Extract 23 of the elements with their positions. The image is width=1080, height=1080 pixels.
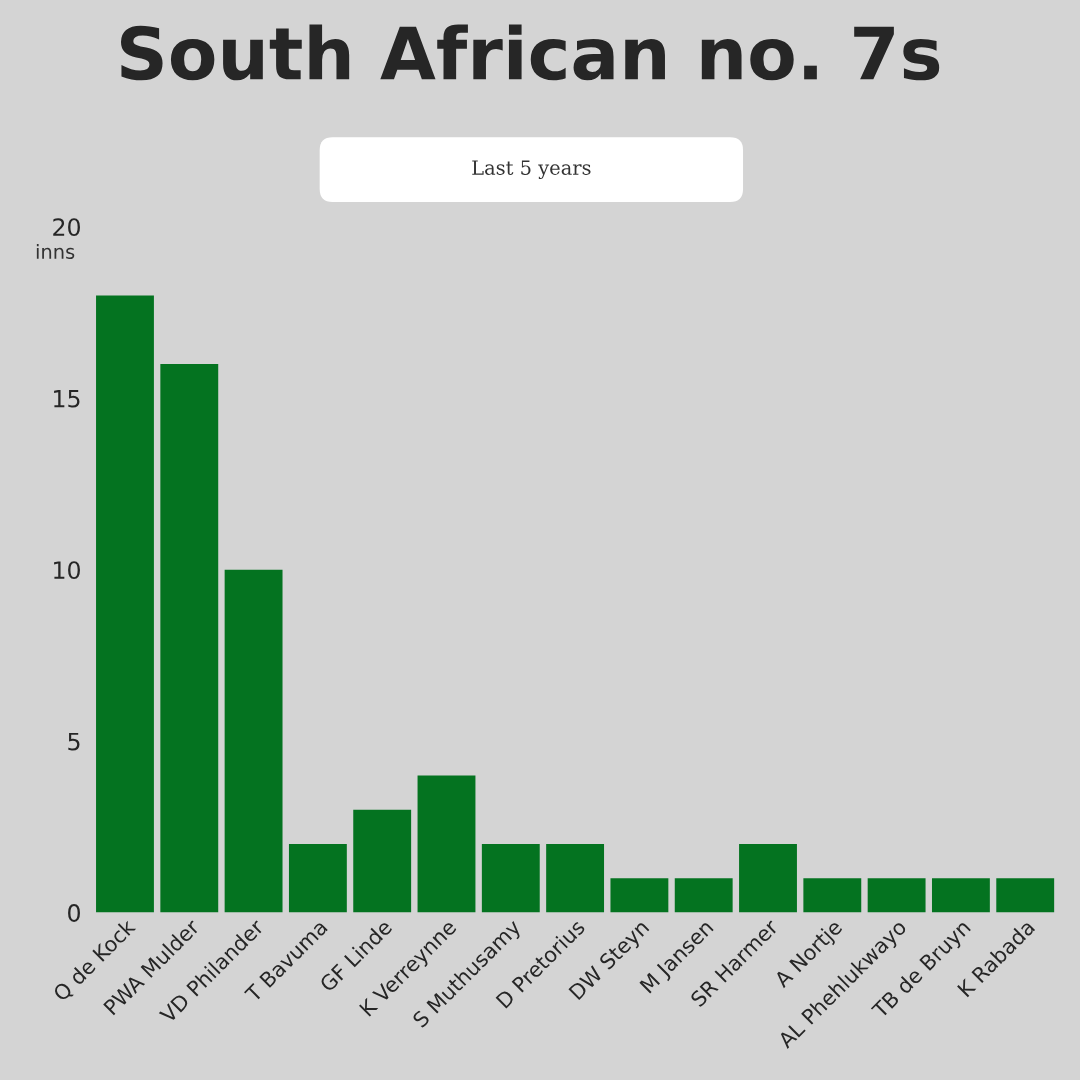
y-tick-label: 0 <box>68 904 80 922</box>
y-tick-label: 15 <box>54 390 80 408</box>
bar <box>739 844 797 913</box>
bar <box>481 844 540 913</box>
y-axis-title: inns <box>36 243 75 259</box>
y-tick-label: 10 <box>54 561 80 580</box>
bar <box>353 809 412 913</box>
bar <box>803 878 862 913</box>
chart-title: South African no. 7s <box>121 24 940 81</box>
bar <box>288 844 347 913</box>
bar <box>96 295 154 913</box>
y-tick-label: 5 <box>68 732 80 751</box>
bar <box>417 775 476 913</box>
bar <box>160 363 219 913</box>
bar <box>546 844 605 913</box>
y-tick-label: 20 <box>53 218 80 237</box>
chart-subtitle: Last 5 years <box>472 160 591 179</box>
bar <box>996 878 1055 913</box>
bar <box>867 878 926 913</box>
bar <box>931 878 990 913</box>
bar <box>224 569 283 913</box>
bar <box>674 878 733 913</box>
bar <box>610 878 669 913</box>
